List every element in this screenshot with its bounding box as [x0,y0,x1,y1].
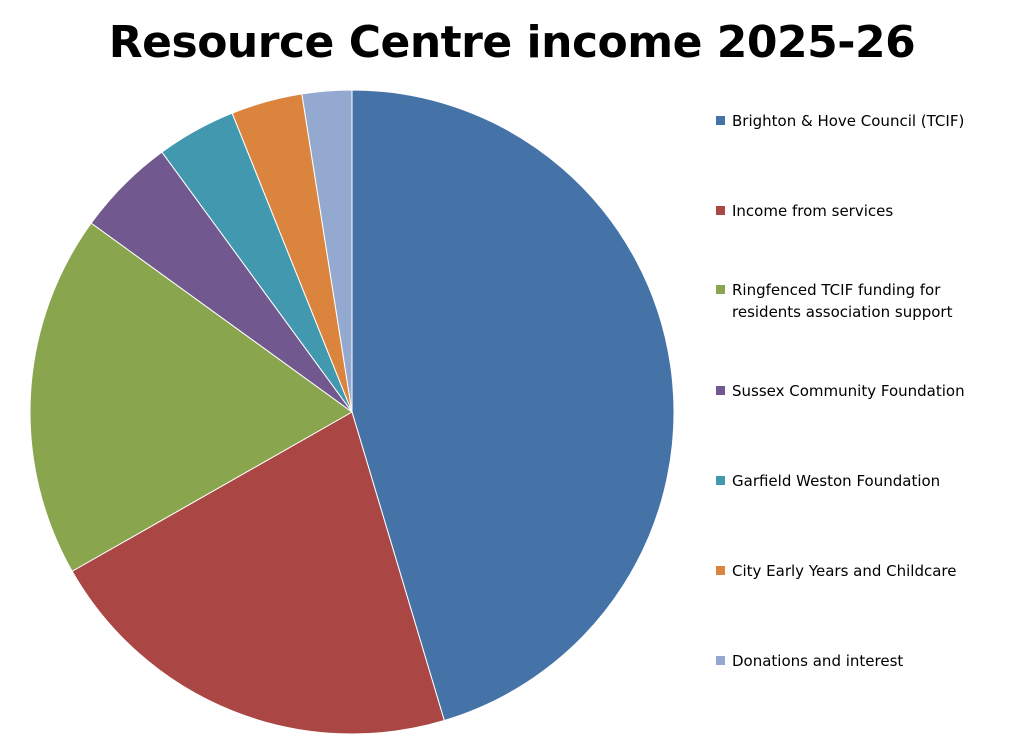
legend-swatch [716,206,725,215]
pie-slice-3 [29,222,353,572]
legend-swatch [716,566,725,575]
legend-swatch [716,386,725,395]
legend-item-2: Income from services [716,200,1016,222]
legend-label: Sussex Community Foundation [732,382,965,400]
pie-slice-2 [71,411,445,735]
legend-label: Brighton & Hove Council (TCIF) [732,112,965,130]
legend-label: Donations and interest [732,652,904,670]
legend-swatch [716,476,725,485]
legend-swatch [716,656,725,665]
pie-slice-1 [351,89,675,722]
legend-item-1: Brighton & Hove Council (TCIF) [716,110,1016,132]
legend-label: Ringfenced TCIF funding for residents as… [732,281,953,321]
pie-slice-7 [301,89,353,413]
legend-item-4: Sussex Community Foundation [716,380,1016,402]
legend-item-5: Garfield Weston Foundation [716,470,1016,492]
legend-label: Income from services [732,202,894,220]
legend-label: City Early Years and Childcare [732,562,957,580]
legend-item-7: Donations and interest [716,650,1016,672]
legend-item-6: City Early Years and Childcare [716,560,1016,582]
chart-title: Resource Centre income 2025-26 [108,17,916,68]
legend-swatch [716,285,725,294]
legend-swatch [716,116,725,125]
legend-label: Garfield Weston Foundation [732,472,941,490]
legend-item-3: Ringfenced TCIF funding for residents as… [716,279,1016,323]
